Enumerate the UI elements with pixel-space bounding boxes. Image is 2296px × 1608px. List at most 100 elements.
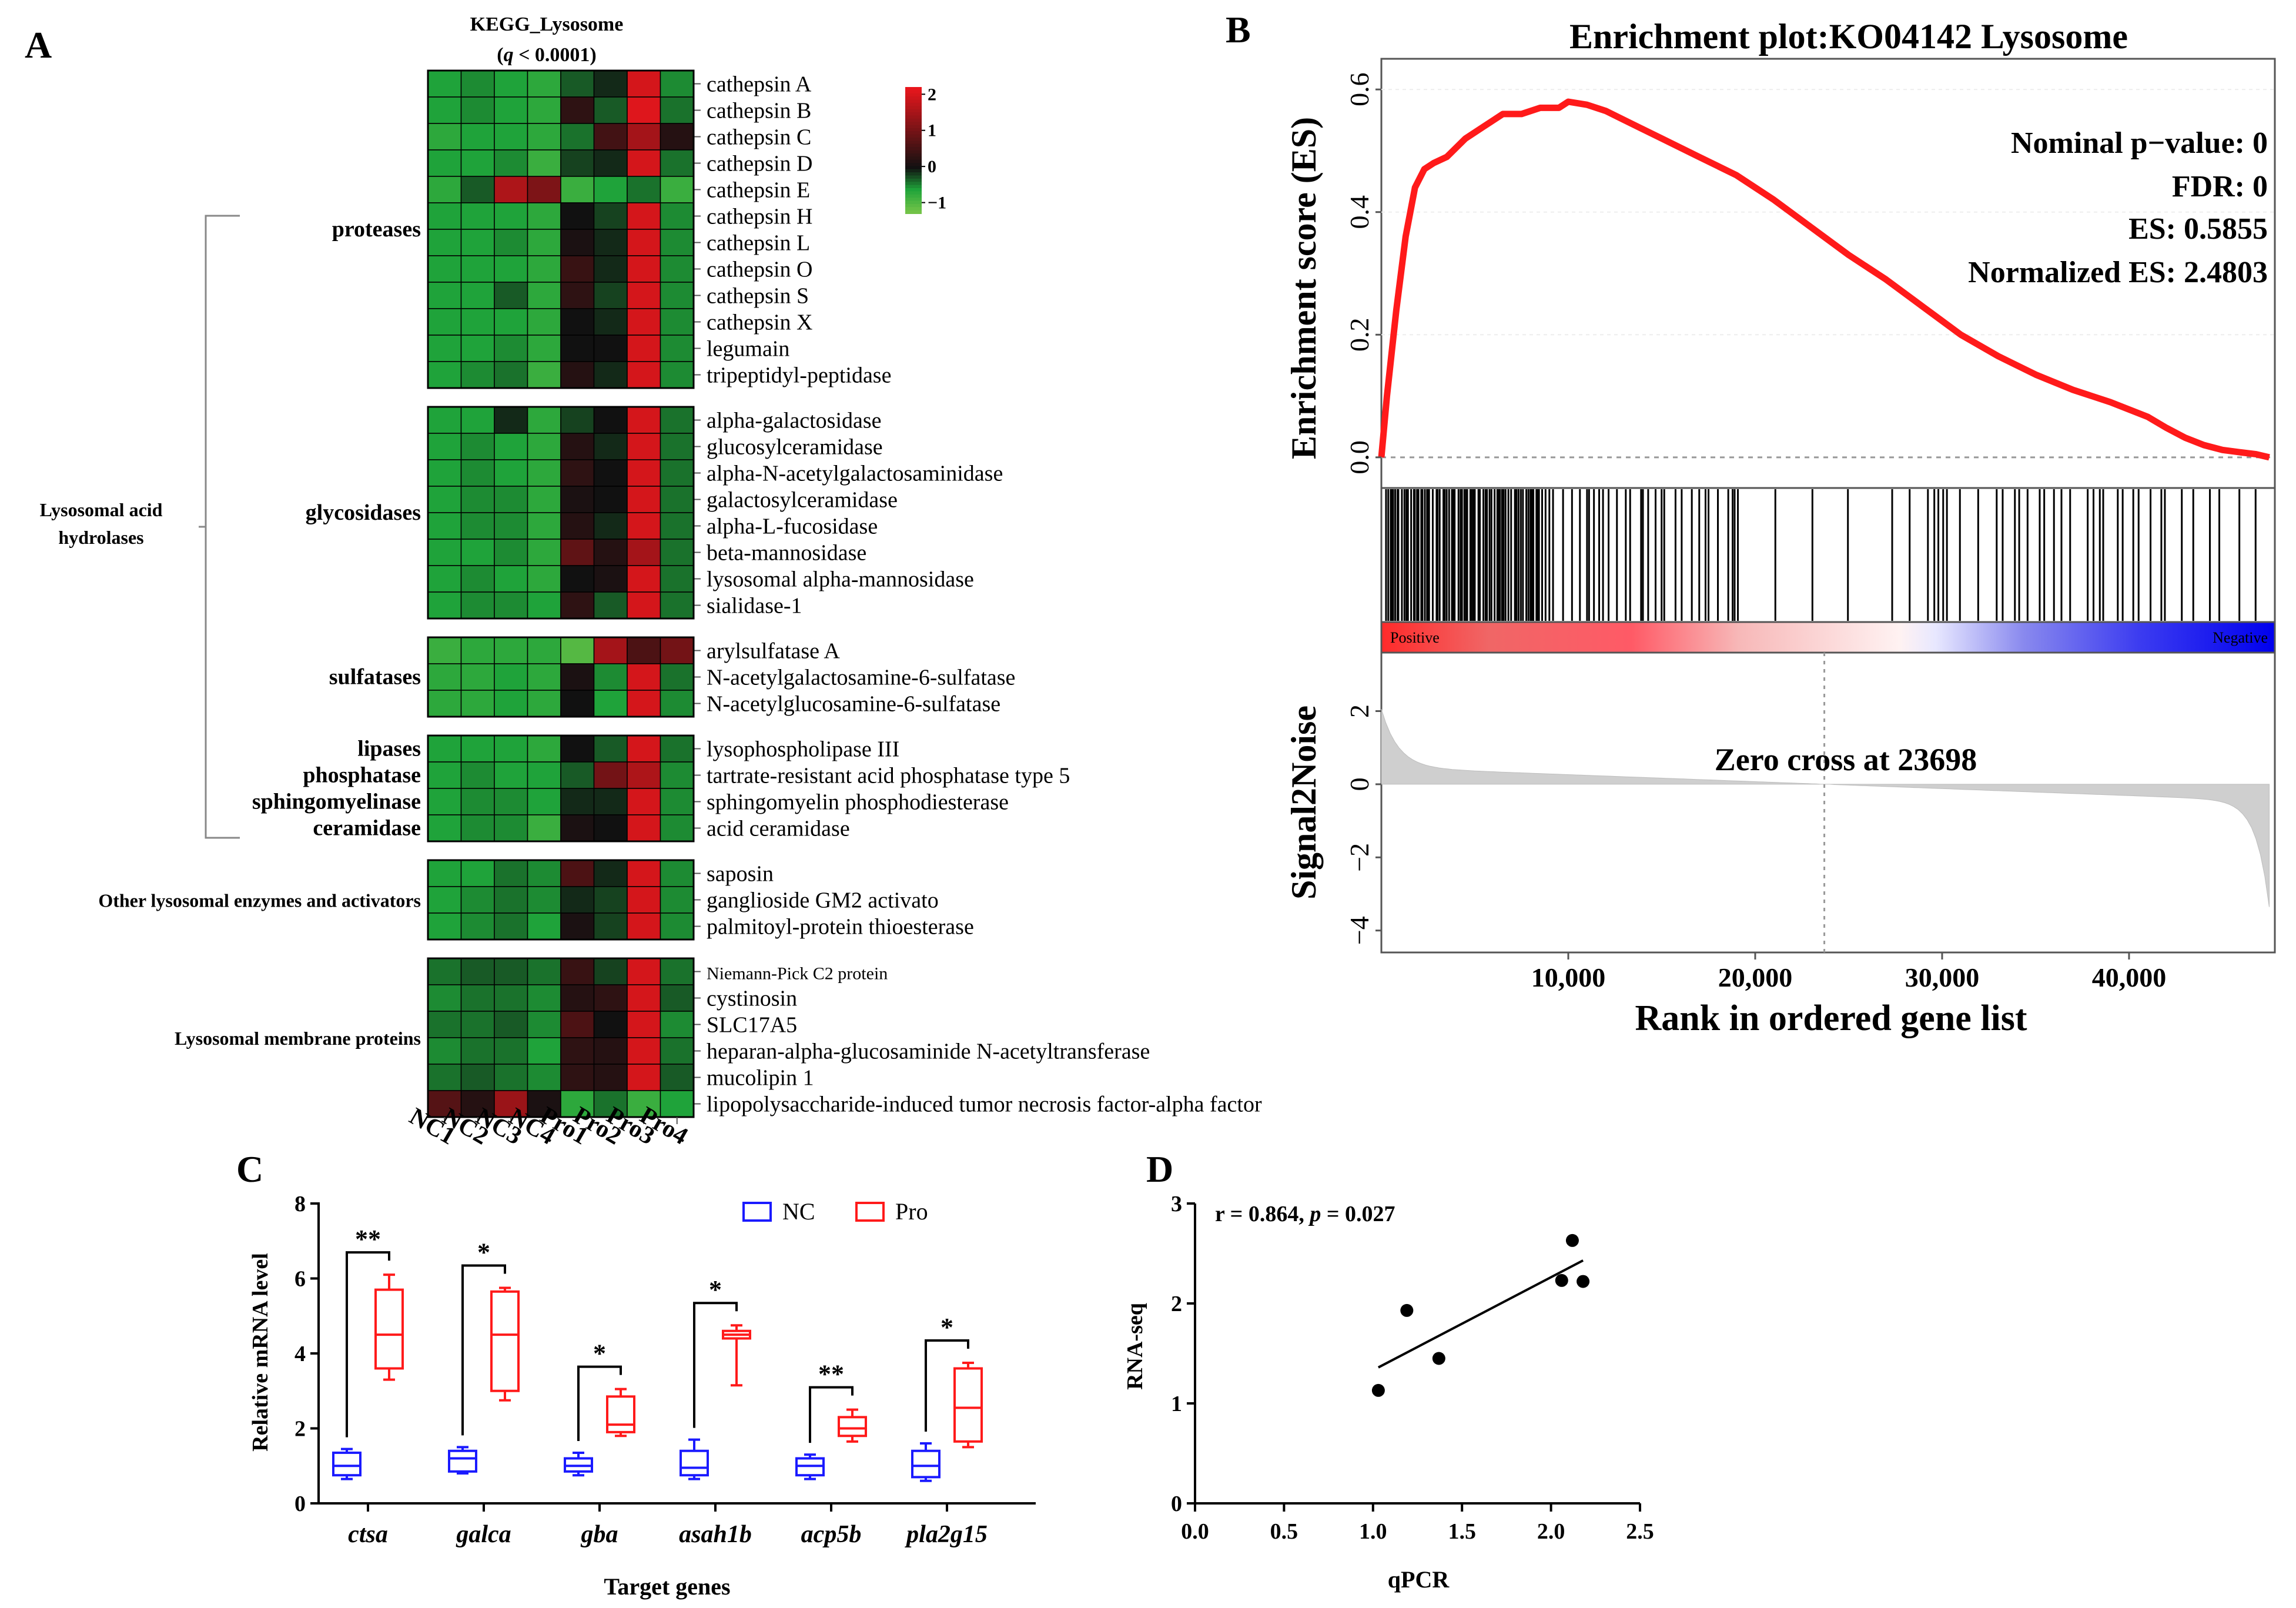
heatmap-subtitle-q: q [504, 44, 514, 66]
group-label: sulfatases [329, 665, 421, 690]
heatmap-cell [660, 202, 694, 230]
heatmap-cell [460, 1064, 495, 1091]
heatmap-cell [593, 912, 628, 940]
heatmap-cell [660, 788, 694, 815]
legend-swatch [905, 169, 922, 173]
box-pro [490, 1286, 520, 1402]
significance-bracket: ** [809, 1360, 854, 1443]
heatmap-cell [494, 406, 528, 434]
c-y-ticks: 0 2 4 6 8 [294, 1192, 319, 1516]
gene-label: alpha-N-acetylgalactosaminidase [707, 462, 1003, 486]
gene-label: lysosomal alpha-mannosidase [707, 567, 974, 592]
gene-label: lipopolysaccharide-induced tumor necrosi… [707, 1092, 1262, 1117]
legend-swatch [905, 203, 922, 208]
es-value: ES: 0.5855 [2128, 212, 2268, 246]
heatmap-cell [593, 176, 628, 203]
heatmap-cell [560, 886, 595, 914]
heatmap-cell [627, 912, 661, 940]
gene-label: cathepsin E [707, 178, 810, 203]
gene-label: Niemann-Pick C2 protein [707, 964, 888, 984]
heatmap-cell [593, 958, 628, 985]
heatmap-cell [627, 1037, 661, 1065]
heatmap-cell [527, 512, 561, 540]
heatmap-cell [460, 539, 495, 566]
heatmap-cell [593, 282, 628, 309]
heatmap-cell [593, 512, 628, 540]
heatmap-cell [627, 123, 661, 151]
heatmap-cell [627, 690, 661, 717]
heatmap-cell [460, 735, 495, 763]
heatmap-cell [427, 486, 462, 513]
heatmap-cell [427, 637, 462, 664]
heatmap-cell [427, 1064, 462, 1091]
heatmap-cell [627, 1064, 661, 1091]
heatmap-cell [460, 565, 495, 593]
heatmap-group-border [427, 957, 695, 1118]
heatmap-cell [627, 229, 661, 256]
heatmap-cell [460, 912, 495, 940]
heatmap-cell [627, 886, 661, 914]
gene-label: sialidase-1 [707, 594, 802, 619]
heatmap-cell [427, 958, 462, 985]
box-body [448, 1449, 477, 1473]
d-ticks: 0.0 0.5 1.0 1.5 2.0 2.5 0 1 2 3 [1171, 1192, 1654, 1544]
heatmap-cell [593, 70, 628, 98]
legend-swatch [905, 159, 922, 163]
heatmap-cell [560, 984, 595, 1012]
legend-swatch [905, 138, 922, 142]
heatmap-cell [560, 406, 595, 434]
heatmap-cell [494, 70, 528, 98]
bracket-line [577, 1365, 622, 1441]
heatmap-cell [560, 229, 595, 256]
legend-swatch [905, 198, 922, 202]
heatmap-cell [527, 690, 561, 717]
heatmap-cell [494, 123, 528, 151]
heatmap-cell [460, 637, 495, 664]
c-y-axis-label: Relative mRNA level [248, 1253, 273, 1452]
heatmap-cell [427, 255, 462, 283]
heatmap-cell [494, 308, 528, 336]
heatmap-subtitle: (q < 0.0001) [497, 44, 597, 66]
scatter-point [1565, 1233, 1579, 1247]
heatmap-cell [460, 70, 495, 98]
significance-bracket: * [925, 1313, 969, 1432]
heatmap-cell [494, 637, 528, 664]
box-pro [838, 1408, 867, 1443]
gene-label: cathepsin B [707, 99, 811, 123]
scatter-point [1577, 1275, 1590, 1288]
heatmap-cell [494, 958, 528, 985]
box-pro [953, 1361, 983, 1449]
gene-label: N-acetylgalactosamine-6-sulfatase [707, 666, 1015, 690]
heatmap-cell [593, 663, 628, 691]
heatmap-cell [627, 70, 661, 98]
legend-swatch [905, 150, 922, 154]
heatmap-cell [460, 591, 495, 619]
heatmap-cell [660, 255, 694, 283]
gene-label: cathepsin O [707, 258, 812, 282]
fdr-value: FDR: 0 [2172, 170, 2268, 203]
heatmap-cell [560, 1064, 595, 1091]
heatmap-cell [593, 123, 628, 151]
heatmap-cell [527, 486, 561, 513]
legend-swatch [905, 182, 922, 186]
heatmap-cell [527, 96, 561, 124]
heatmap-cell [627, 788, 661, 815]
box-body [911, 1449, 941, 1479]
heatmap-cell [627, 512, 661, 540]
heatmap-cell [494, 282, 528, 309]
c-y-tick-label: 6 [294, 1267, 306, 1292]
heatmap-cell [527, 984, 561, 1012]
heatmap-cell [527, 958, 561, 985]
c-x-tick-label: galca [456, 1521, 511, 1548]
legend-swatch [905, 134, 922, 138]
legend-swatch [905, 163, 922, 167]
heatmap-cell [527, 123, 561, 151]
d-y-axis-label: RNA-seq [1123, 1303, 1147, 1390]
zero-cross-label: Zero cross at 23698 [1715, 742, 1977, 777]
legend-swatch [905, 102, 922, 107]
heatmap-cell [560, 690, 595, 717]
heatmap-cell [494, 761, 528, 789]
significance-stars: * [477, 1238, 490, 1266]
significance-stars: * [941, 1313, 953, 1342]
heatmap-cell [660, 512, 694, 540]
